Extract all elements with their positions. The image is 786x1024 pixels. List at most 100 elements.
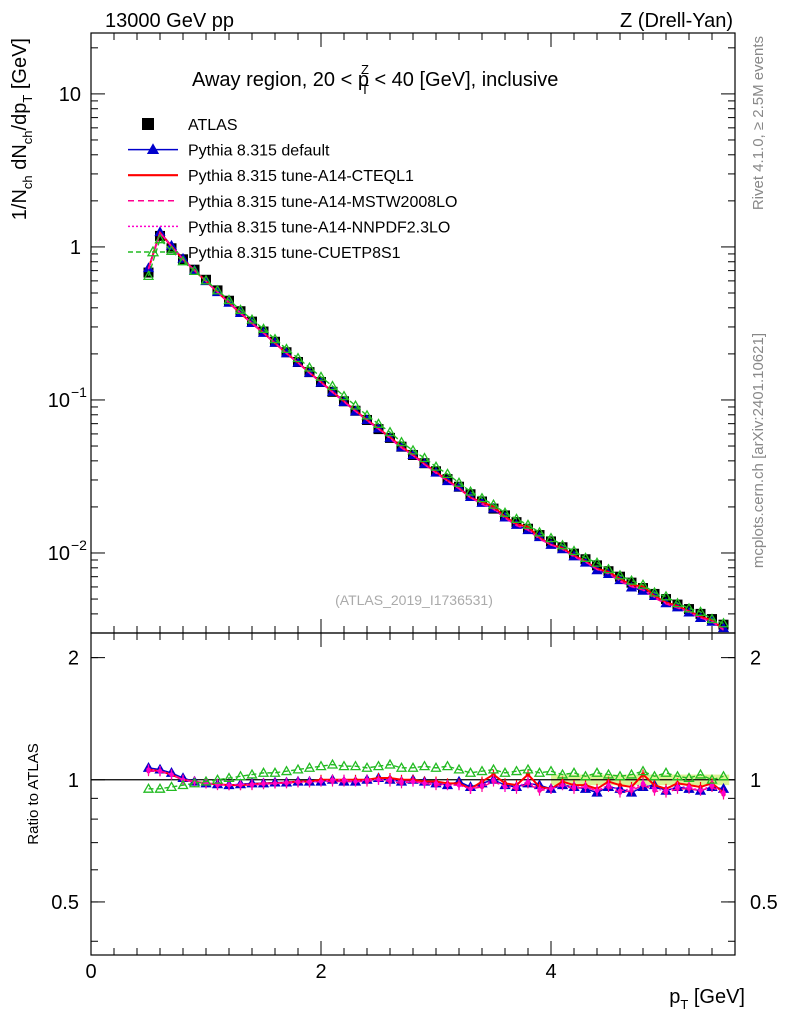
legend-marker-default [146, 143, 160, 155]
series-marker-cuetp8s1 [476, 492, 488, 503]
series-marker-cuetp8s1 [361, 409, 373, 420]
y-tick-label: 10 [48, 543, 70, 565]
series-marker-cuetp8s1 [568, 545, 580, 556]
series-marker-cuetp8s1 [671, 597, 684, 608]
ratio-marker-cuetp8s1 [188, 777, 201, 788]
y-tick-exponent: −1 [71, 384, 87, 400]
series-marker-cuetp8s1 [499, 506, 511, 517]
ratio-marker-cuetp8s1 [234, 770, 247, 781]
ratio-marker-cuetp8s1 [476, 765, 488, 776]
rivet-label: Rivet 4.1.0, ≥ 2.5M events [750, 36, 767, 210]
ratio-marker-cuetp8s1 [545, 765, 557, 776]
series-marker-cuetp8s1 [487, 498, 500, 509]
ratio-tick-label-right: 2 [750, 648, 761, 670]
ratio-marker-cuetp8s1 [303, 762, 316, 772]
y-axis-label: 1/Nch dNch/dpT [GeV] [9, 38, 35, 220]
y-tick-label: 1 [70, 237, 81, 259]
ratio-marker-cuetp8s1 [200, 775, 212, 786]
ratio-marker-cuetp8s1 [453, 763, 465, 774]
series-marker-cuetp8s1 [430, 460, 442, 471]
series-line-default [147, 230, 724, 629]
ratio-marker-cuetp8s1 [487, 763, 500, 774]
plot-title-main: Away region, 20 < p [192, 69, 369, 91]
ratio-tick-label-right: 1 [750, 770, 761, 792]
y-tick-exponent: −2 [71, 537, 87, 553]
series-marker-cuetp8s1 [292, 352, 304, 363]
series-marker-cuetp8s1 [683, 602, 695, 613]
ratio-marker-cuetp8s1 [522, 763, 534, 774]
legend-label-cteql1: Pythia 8.315 tune-A14-CTEQL1 [188, 168, 414, 185]
ratio-marker-cuetp8s1 [441, 760, 454, 771]
series-marker-cuetp8s1 [660, 590, 672, 601]
series-marker-cuetp8s1 [338, 390, 350, 401]
ratio-marker-cuetp8s1 [349, 760, 362, 771]
ratio-marker-cuetp8s1 [660, 767, 672, 777]
series-marker-cuetp8s1 [464, 485, 477, 496]
ratio-marker-cuetp8s1 [591, 767, 603, 777]
ratio-marker-cuetp8s1 [625, 768, 638, 779]
ratio-marker-cuetp8s1 [648, 770, 661, 781]
series-marker-cuetp8s1 [625, 574, 638, 585]
y-tick-label: 10 [48, 390, 70, 412]
ratio-marker-cuetp8s1 [579, 770, 592, 781]
series-marker-cuetp8s1 [395, 436, 408, 447]
series-marker-cuetp8s1 [602, 563, 615, 574]
ratio-marker-cuetp8s1 [418, 760, 431, 771]
energy-label: 13000 GeV pp [105, 10, 234, 32]
ratio-marker-cuetp8s1 [257, 767, 270, 777]
ratio-marker-cuetp8s1 [568, 767, 580, 777]
series-marker-cuetp8s1 [269, 333, 281, 344]
series-line-cuetp8s1 [147, 238, 724, 625]
ratio-marker-cuetp8s1 [292, 763, 304, 774]
series-line-cteql1 [147, 230, 725, 631]
series-marker-cuetp8s1 [637, 578, 649, 589]
x-tick-label: 2 [315, 961, 326, 983]
ratio-marker-cuetp8s1 [706, 773, 718, 784]
x-tick-label: 0 [85, 961, 96, 983]
ratio-marker-cuetp8s1 [637, 765, 649, 776]
series-marker-cuetp8s1 [257, 323, 270, 333]
series-marker-cuetp8s1 [556, 539, 569, 550]
ratio-tick-label: 1 [68, 770, 79, 792]
ratio-marker-cuetp8s1 [510, 765, 523, 776]
series-marker-cuetp8s1 [614, 569, 626, 580]
series-marker-cuetp8s1 [591, 556, 603, 567]
legend-label-nnpdf: Pythia 8.315 tune-A14-NNPDF2.3LO [188, 219, 450, 236]
series-marker-cuetp8s1 [200, 274, 212, 285]
ratio-marker-cuetp8s1 [338, 760, 350, 771]
ratio-marker-cuetp8s1 [177, 779, 189, 790]
series-marker-cuetp8s1 [234, 304, 247, 314]
legend-marker-atlas [142, 118, 154, 130]
ratio-marker-cuetp8s1 [614, 770, 626, 781]
ratio-marker-cuetp8s1 [142, 783, 155, 793]
series-marker-cuetp8s1 [384, 426, 396, 437]
series-marker-cuetp8s1 [717, 617, 730, 628]
ratio-marker-cuetp8s1 [717, 770, 730, 781]
x-tick-label: 4 [545, 961, 556, 983]
series-marker-cuetp8s1 [545, 532, 557, 543]
ratio-marker-cuetp8s1 [315, 760, 327, 771]
series-marker-cuetp8s1 [648, 586, 661, 597]
series-marker-cuetp8s1 [453, 477, 465, 487]
ratio-tick-label-right: 0.5 [750, 892, 778, 914]
series-marker-cuetp8s1 [694, 606, 707, 616]
ratio-marker-cuetp8s1 [533, 767, 546, 777]
ratio-marker-cuetp8s1 [361, 762, 373, 772]
series-marker-cuetp8s1 [326, 380, 339, 391]
series-marker-cuetp8s1 [223, 294, 235, 305]
y-tick-label: 10 [59, 84, 81, 106]
plot-title-tail: < 40 [GeV], inclusive [369, 69, 559, 91]
series-marker-cuetp8s1 [372, 418, 385, 429]
ratio-marker-cuetp8s1 [683, 772, 695, 783]
x-axis-label: pT [GeV] [669, 986, 745, 1012]
ratio-marker-cuetp8s1 [223, 772, 235, 783]
series-marker-cuetp8s1 [441, 468, 454, 479]
legend-marker-cuetp8s1 [146, 245, 160, 257]
ratio-marker-cuetp8s1 [280, 765, 293, 776]
analysis-id: (ATLAS_2019_I1736531) [335, 592, 493, 608]
series-marker-cuetp8s1 [188, 265, 201, 276]
series-marker-cuetp8s1 [142, 270, 155, 280]
series-marker-cuetp8s1 [579, 552, 592, 562]
ratio-line-cuetp8s1 [148, 763, 724, 790]
series-marker-cuetp8s1 [165, 245, 178, 256]
